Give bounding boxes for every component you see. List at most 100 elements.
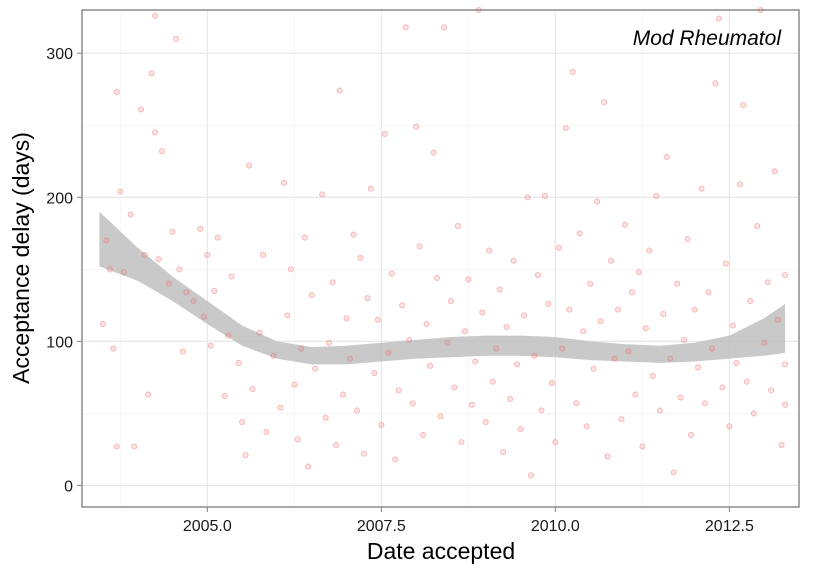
data-point xyxy=(541,192,548,199)
data-point xyxy=(402,24,409,31)
data-point xyxy=(555,244,562,251)
data-point xyxy=(451,384,458,391)
data-point xyxy=(510,257,517,264)
data-point xyxy=(573,400,580,407)
data-point xyxy=(165,280,173,287)
data-point xyxy=(360,450,367,457)
data-point xyxy=(635,269,642,276)
data-point xyxy=(520,312,528,319)
data-point xyxy=(552,439,559,446)
data-point xyxy=(649,372,656,379)
data-point xyxy=(141,251,148,258)
data-point xyxy=(409,400,416,407)
data-point xyxy=(176,266,183,273)
data-point xyxy=(503,323,510,330)
data-point xyxy=(569,68,576,75)
x-tick-label: 2010.0 xyxy=(531,518,580,535)
data-point xyxy=(782,361,789,368)
data-point xyxy=(388,270,395,277)
data-point xyxy=(333,442,340,449)
data-point xyxy=(172,35,180,42)
data-point xyxy=(454,223,461,230)
data-point xyxy=(169,228,176,235)
data-point xyxy=(729,322,736,329)
data-point xyxy=(440,24,448,31)
data-point xyxy=(308,292,315,299)
data-point xyxy=(743,378,750,385)
data-point xyxy=(458,439,465,446)
data-point xyxy=(291,381,298,388)
data-point xyxy=(430,149,437,156)
data-point xyxy=(301,234,308,241)
x-tick-label: 2007.5 xyxy=(357,518,406,535)
data-point xyxy=(284,312,291,319)
data-point xyxy=(413,123,420,130)
data-point xyxy=(625,348,632,355)
data-point xyxy=(566,306,573,313)
data-point xyxy=(684,236,691,243)
data-point xyxy=(667,355,674,362)
data-point xyxy=(461,328,468,335)
data-point xyxy=(256,329,263,336)
data-point xyxy=(190,297,197,305)
data-point xyxy=(538,407,545,414)
data-point xyxy=(681,336,688,343)
data-point xyxy=(197,225,204,233)
data-point xyxy=(155,256,162,263)
data-point xyxy=(771,168,778,175)
data-point xyxy=(242,452,249,459)
data-point xyxy=(607,257,615,264)
data-point xyxy=(674,280,681,287)
data-point xyxy=(496,286,503,293)
data-point xyxy=(416,243,423,250)
data-point xyxy=(280,179,287,186)
data-point xyxy=(399,302,406,309)
x-axis-title: Date accepted xyxy=(367,538,515,564)
minor-grid xyxy=(82,10,799,507)
data-point xyxy=(131,443,138,450)
data-point xyxy=(346,355,354,362)
data-point xyxy=(639,443,646,450)
plot-border xyxy=(81,9,800,508)
data-point xyxy=(235,359,242,366)
data-point xyxy=(660,310,667,318)
data-point xyxy=(670,469,677,476)
data-point xyxy=(677,394,684,401)
data-point xyxy=(545,300,552,307)
data-point xyxy=(778,442,785,449)
data-point xyxy=(152,12,159,19)
data-point xyxy=(287,266,294,273)
data-point xyxy=(747,297,754,305)
data-point xyxy=(211,287,218,294)
data-point xyxy=(531,352,538,359)
data-point xyxy=(113,89,120,96)
data-point xyxy=(444,339,451,346)
data-point xyxy=(548,380,555,387)
data-point xyxy=(343,315,350,322)
data-point xyxy=(642,325,649,332)
data-point xyxy=(580,328,587,335)
data-point xyxy=(357,254,364,261)
data-point xyxy=(614,306,622,313)
data-point xyxy=(715,15,722,22)
journal-annotation: Mod Rheumatol xyxy=(633,27,783,50)
data-point xyxy=(336,87,343,94)
data-point xyxy=(740,102,747,109)
data-point xyxy=(371,369,378,377)
data-point xyxy=(775,316,782,323)
data-point xyxy=(691,306,698,313)
data-point xyxy=(145,391,152,398)
plot-panel xyxy=(81,9,800,508)
data-point xyxy=(329,279,336,286)
data-point xyxy=(576,230,583,237)
data-point xyxy=(298,345,305,352)
data-point xyxy=(420,431,427,439)
data-point xyxy=(204,251,211,258)
data-point xyxy=(392,456,399,463)
data-point xyxy=(312,365,319,372)
major-grid xyxy=(82,10,799,507)
data-point xyxy=(559,345,566,352)
data-point xyxy=(583,423,590,430)
data-point xyxy=(590,365,597,372)
y-tick-label: 0 xyxy=(64,478,73,495)
